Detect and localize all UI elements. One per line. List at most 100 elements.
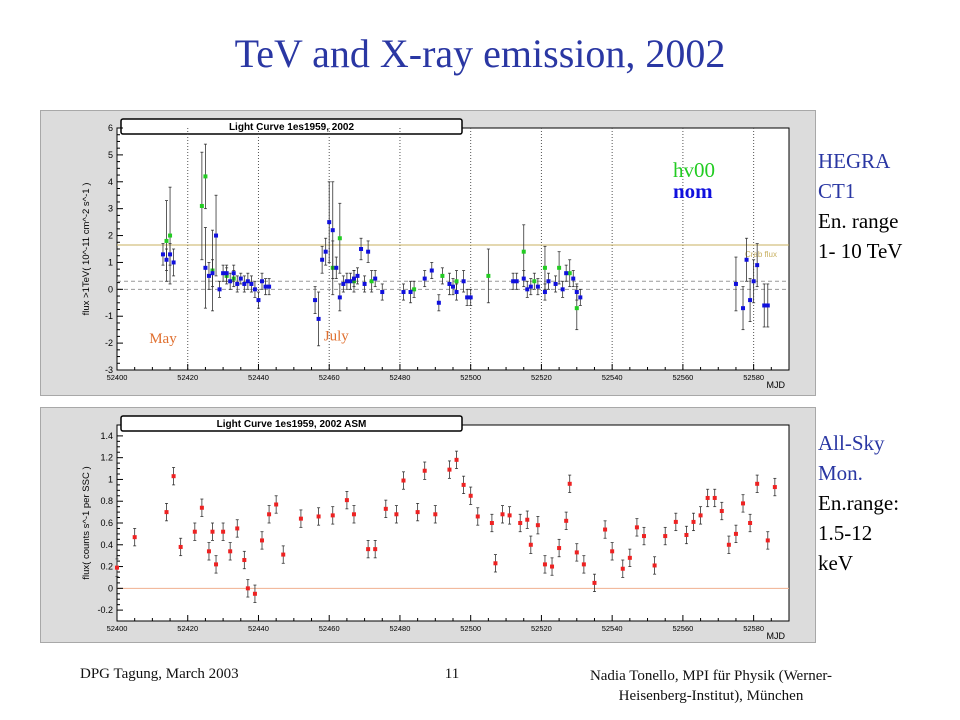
x-tick-label: 52440 [248,373,269,382]
data-point-nom [560,287,565,292]
data-point-hv00 [440,273,445,278]
data-point-nom [380,290,385,295]
data-point-nom [741,306,746,311]
data-point-nom [252,287,257,292]
data-point-nom [574,290,579,295]
data-point-asm [394,512,399,517]
data-point-asm [316,514,321,519]
data-point-nom [320,257,325,262]
data-point-asm [267,512,272,517]
x-tick-label: 52420 [177,624,198,633]
data-point-asm [422,468,427,473]
legend-hv00: hv00 [673,158,715,182]
data-point-asm [221,529,226,534]
asm-energy-range-label: En.range: [818,491,900,515]
x-axis-label: MJD [767,380,786,390]
data-point-hv00 [369,279,374,284]
data-point-nom [751,279,756,284]
data-point-nom [242,281,247,286]
y-tick-label: 1 [108,474,113,484]
data-point-nom [217,287,222,292]
data-point-nom [330,228,335,233]
data-point-asm [235,526,240,531]
annotation-july: July [324,328,350,344]
data-point-asm [641,534,646,539]
data-point-nom [373,276,378,281]
data-point-asm [772,485,777,490]
x-tick-label: 52520 [531,624,552,633]
y-tick-label: 0 [108,284,113,294]
data-point-asm [567,481,572,486]
data-point-asm [542,562,547,567]
data-point-asm [755,481,760,486]
data-point-nom [436,300,441,305]
data-point-asm [192,529,197,534]
data-point-asm [214,562,219,567]
asm-energy-range-value: 1.5-12 [818,521,873,545]
data-point-nom [454,290,459,295]
y-axis-label: flux( counts s^-1 per SSC ) [81,466,92,579]
y-tick-label: -2 [105,338,113,348]
data-point-nom [355,273,360,278]
ct1-label: CT1 [818,179,856,203]
chart-title-box [120,118,463,135]
chart-title-box [120,415,463,432]
data-point-nom [535,284,540,289]
y-tick-label: 2 [108,231,113,241]
data-point-asm [663,534,668,539]
data-point-hv00 [203,174,208,179]
data-point-asm [383,506,388,511]
data-point-asm [351,512,356,517]
data-point-nom [341,281,346,286]
x-tick-label: 52440 [248,624,269,633]
data-point-asm [634,525,639,530]
data-point-nom [221,271,226,276]
data-point-asm [373,547,378,552]
annotation-may: May [149,331,177,347]
x-tick-label: 52560 [672,624,693,633]
data-point-asm [475,514,480,519]
data-point-asm [115,565,119,570]
asm-info: All-Sky Mon. En.range: 1.5-12 keV [818,428,899,578]
data-point-asm [557,546,562,551]
tev-light-curve-panel: Light Curve 1es1959, 2002 Crab flux 52400 5… [40,110,816,396]
data-point-nom [168,252,173,257]
data-point-asm [330,513,335,518]
data-point-asm [298,516,303,521]
data-point-hv00 [168,233,173,238]
data-point-asm [525,517,530,522]
asm-energy-unit: keV [818,551,853,575]
data-point-nom [447,281,452,286]
slide-title: TeV and X-ray emission, 2002 [234,31,726,76]
x-tick-label: 52580 [743,373,764,382]
energy-range-value: 1- 10 TeV [818,239,903,263]
data-point-asm [733,531,738,536]
energy-range-label: En. range [818,209,899,233]
data-point-nom [755,263,760,268]
tev-light-curve-chart: Light Curve 1es1959, 2002 Crab flux 52400 5… [81,118,790,390]
y-tick-label: -0.2 [97,605,113,615]
data-point-nom [327,220,332,225]
data-point-nom [224,271,229,276]
mon-label: Mon. [818,461,863,485]
data-point-asm [518,521,523,525]
data-point-asm [705,495,710,500]
data-point-nom [451,284,455,289]
data-point-asm [528,542,533,547]
data-point-nom [235,281,240,286]
footer-author-line2: Heisenberg-Institut), München [618,688,804,704]
data-point-nom [564,271,569,276]
data-point-asm [765,538,770,543]
data-point-nom [762,303,767,308]
y-tick-label: 6 [108,123,113,133]
data-point-asm [610,549,615,554]
x-tick-label: 52580 [743,624,764,633]
all-sky-label: All-Sky [818,431,885,455]
data-point-nom [429,268,434,273]
data-point-asm [447,467,452,472]
data-point-asm [178,544,183,549]
data-point-asm [281,552,286,557]
data-point-nom [461,279,466,284]
y-tick-label: 1.4 [100,431,113,441]
chart-title: Light Curve 1es1959, 2002 [229,122,355,133]
